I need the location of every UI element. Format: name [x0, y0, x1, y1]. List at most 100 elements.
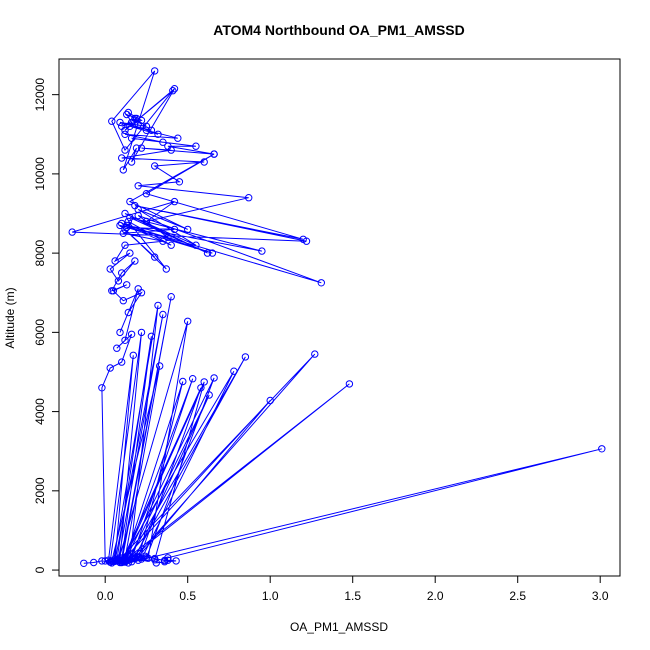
x-tick-label: 0.0	[97, 589, 114, 603]
data-point	[124, 308, 133, 317]
data-point	[164, 233, 172, 242]
y-tick-label: 6000	[33, 319, 47, 346]
data-point	[123, 221, 131, 230]
data-point	[116, 328, 124, 337]
data-point	[189, 375, 197, 383]
y-tick-label: 4000	[33, 398, 47, 425]
data-point	[170, 225, 179, 234]
data-point	[121, 126, 129, 135]
x-tick-label: 0.5	[179, 589, 196, 603]
data-point	[203, 249, 212, 257]
data-point	[170, 197, 179, 206]
data-point	[101, 557, 109, 565]
data-point	[164, 142, 172, 150]
data-point	[127, 158, 136, 166]
y-axis: 0 2000 4000 6000 8000 10000 12000	[33, 78, 60, 573]
data-point	[200, 158, 208, 166]
data-point	[116, 554, 124, 562]
y-tick-label: 10000	[33, 157, 47, 191]
y-tick-label: 8000	[33, 239, 47, 266]
data-point	[205, 391, 213, 399]
data-point	[121, 336, 129, 344]
data-point	[164, 554, 172, 562]
x-tick-label: 2.5	[509, 589, 526, 603]
data-point	[114, 277, 123, 285]
data-point	[210, 150, 218, 158]
data-point	[169, 87, 177, 95]
data-point	[121, 225, 129, 234]
data-point	[210, 374, 218, 382]
data-point	[142, 122, 151, 131]
data-point	[151, 253, 159, 261]
data-point	[124, 217, 133, 226]
data-point	[121, 209, 129, 218]
data-point	[151, 162, 159, 170]
y-tick-label: 12000	[33, 78, 47, 112]
data-point	[131, 257, 139, 265]
data-point	[129, 351, 138, 359]
data-point	[137, 289, 146, 297]
data-point	[119, 166, 128, 174]
data-point	[137, 144, 146, 152]
data-point	[184, 225, 192, 234]
data-point	[108, 287, 116, 295]
data-point	[147, 126, 156, 135]
data-point	[113, 344, 121, 352]
x-axis: 0.0 0.5 1.0 1.5 2.0 2.5 3.0	[97, 575, 609, 603]
data-point	[121, 130, 129, 139]
plot-frame	[58, 58, 621, 577]
data-point	[192, 142, 200, 150]
data-point	[154, 301, 162, 310]
data-point	[167, 293, 175, 301]
data-point	[119, 297, 128, 305]
data-point	[137, 328, 146, 337]
data-point	[119, 229, 128, 238]
data-point	[184, 317, 192, 325]
data-point	[127, 330, 136, 338]
data-point	[208, 249, 217, 257]
data-point	[266, 396, 274, 405]
data-point	[151, 556, 159, 564]
data-point	[147, 332, 156, 340]
data-point	[230, 367, 238, 375]
data-point	[118, 219, 126, 228]
data-point	[132, 114, 141, 123]
data-point	[167, 241, 175, 249]
data-point	[159, 310, 167, 319]
data-point	[127, 134, 136, 142]
data-point	[154, 130, 162, 139]
data-point	[98, 384, 106, 392]
data-point	[311, 350, 319, 358]
data-point	[106, 364, 114, 372]
data-point	[175, 178, 184, 186]
data-point	[598, 445, 606, 453]
data-point	[68, 228, 76, 236]
data-point	[109, 557, 118, 565]
data-point	[179, 377, 187, 386]
data-point	[162, 265, 171, 273]
chart-title: ATOM4 Northbound OA_PM1_AMSSD	[213, 22, 465, 38]
data-point	[118, 358, 126, 366]
data-point	[144, 554, 152, 562]
data-point	[127, 118, 136, 127]
data-point	[123, 110, 131, 119]
data-point	[126, 122, 134, 131]
data-point	[302, 237, 311, 245]
series-line	[72, 70, 602, 564]
data-point	[172, 557, 180, 565]
data-point	[90, 558, 98, 567]
data-point	[124, 108, 133, 117]
x-tick-label: 2.0	[427, 589, 444, 603]
data-point	[159, 138, 167, 146]
data-point	[151, 67, 159, 75]
data-point	[159, 237, 167, 245]
x-tick-label: 1.5	[344, 589, 361, 603]
data-point	[142, 126, 151, 135]
data-point	[132, 144, 141, 152]
data-point	[317, 279, 325, 287]
x-tick-label: 1.0	[262, 589, 279, 603]
data-point	[108, 117, 116, 125]
data-point	[121, 554, 129, 563]
data-point	[126, 554, 134, 562]
